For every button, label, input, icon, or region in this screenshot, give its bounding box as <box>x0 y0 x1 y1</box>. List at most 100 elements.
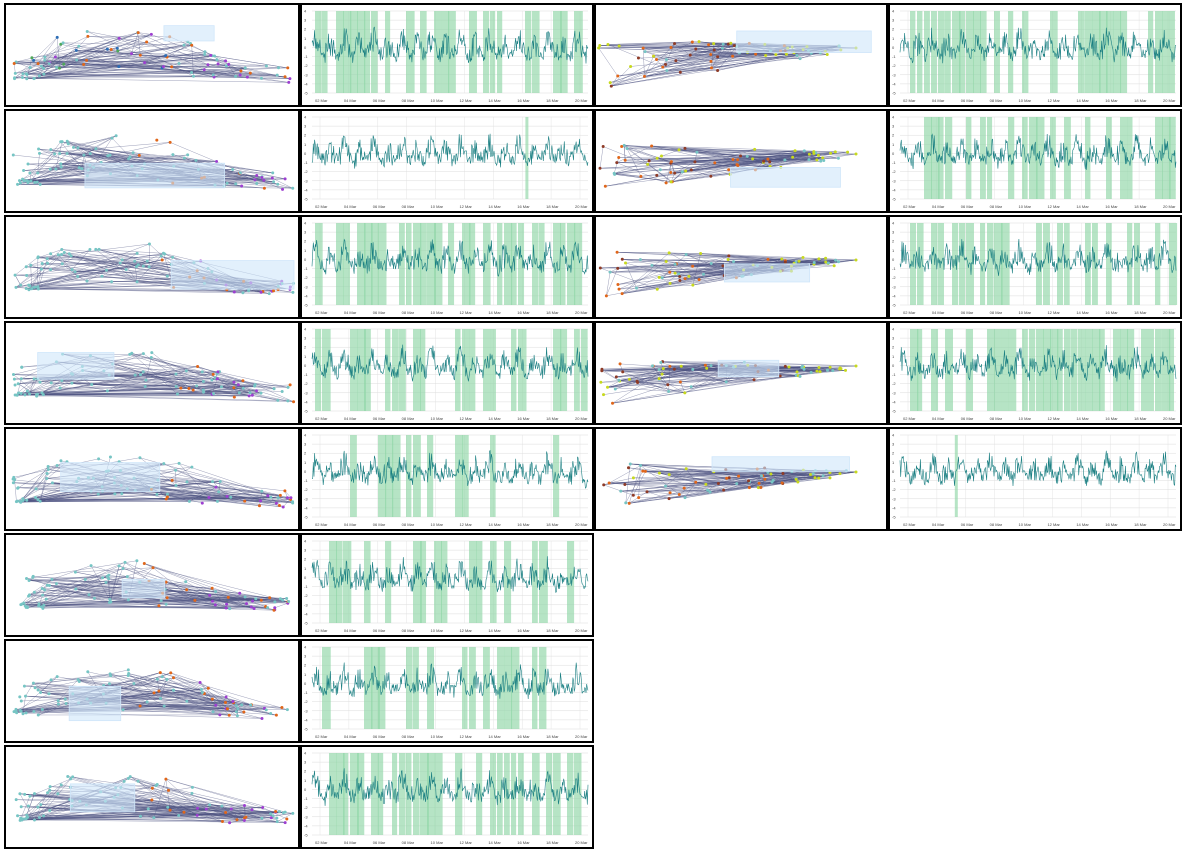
graph-node <box>608 270 612 274</box>
x-tick-label: 20 Mar <box>575 204 588 209</box>
graph-edge <box>20 491 219 503</box>
highlight-band <box>490 329 496 411</box>
graph-node <box>701 272 705 276</box>
graph-edge <box>61 249 162 257</box>
graph-edge <box>86 270 107 282</box>
graph-node <box>678 278 682 282</box>
graph-node <box>121 708 125 712</box>
highlight-band <box>469 329 476 411</box>
graph-node <box>664 484 668 488</box>
graph-node <box>731 158 735 162</box>
graph-node <box>283 489 287 493</box>
graph-edge <box>614 174 673 183</box>
graph-node <box>85 58 89 62</box>
graph-edge <box>686 254 857 261</box>
timeseries-panel: 4 3 2 1 0 -1 -2 -3 -4 -5 02 Mar 04 Mar 06 Mar 08 Mar 1… <box>300 533 594 637</box>
graph-node <box>25 389 29 393</box>
network-graph <box>12 25 292 84</box>
graph-node <box>211 480 215 484</box>
y-tick-label: 0 <box>304 257 307 262</box>
graph-node <box>37 147 41 151</box>
y-tick-label: -3 <box>892 178 896 183</box>
graph-node <box>661 65 665 69</box>
timeseries-panel: 4 3 2 1 0 -1 -2 -3 -4 -5 02 Mar 04 Mar 06 Mar 08 Mar 1… <box>888 109 1182 213</box>
graph-node <box>24 711 28 715</box>
highlight-band <box>954 435 958 517</box>
graph-node <box>185 699 189 703</box>
graph-node <box>145 700 149 704</box>
graph-node <box>190 43 194 47</box>
graph-edge <box>644 54 828 77</box>
graph-node <box>227 713 231 717</box>
graph-edge <box>137 781 179 816</box>
graph-edge <box>20 562 126 605</box>
y-tick-label: -3 <box>304 284 308 289</box>
graph-node <box>655 156 659 160</box>
graph-edge <box>76 59 267 67</box>
x-tick-label: 02 Mar <box>903 522 916 527</box>
graph-edge <box>34 59 217 79</box>
highlight-band <box>413 329 421 411</box>
graph-node <box>33 818 37 822</box>
highlight-band <box>532 753 540 835</box>
graph-node <box>250 808 254 812</box>
x-tick-label: 06 Mar <box>373 734 386 739</box>
graph-node <box>712 42 716 46</box>
highlight-band <box>357 329 366 411</box>
graph-node <box>110 136 114 140</box>
graph-edge <box>119 38 290 79</box>
x-tick-label: 16 Mar <box>1105 310 1118 315</box>
x-tick-label: 20 Mar <box>1163 416 1176 421</box>
graph-node <box>125 575 129 579</box>
y-tick-label: -2 <box>892 381 896 386</box>
graph-edge <box>34 784 62 821</box>
x-tick-label: 12 Mar <box>1047 310 1060 315</box>
graph-node <box>60 248 64 252</box>
graph-node <box>28 392 32 396</box>
graph-node <box>683 277 687 281</box>
x-tick-label: 02 Mar <box>315 204 328 209</box>
x-tick-label: 16 Mar <box>1105 522 1118 527</box>
y-tick-label: -1 <box>892 478 896 483</box>
graph-edge <box>152 567 283 601</box>
graph-node <box>166 805 170 809</box>
highlight-band <box>329 753 337 835</box>
highlight-band <box>966 11 974 93</box>
graph-node <box>213 54 217 58</box>
y-tick-label: 3 <box>892 18 895 23</box>
graph-edge <box>37 153 40 173</box>
graph-node <box>59 42 63 46</box>
network-graph <box>598 143 858 188</box>
graph-node <box>108 455 112 459</box>
graph-edge <box>37 158 129 174</box>
highlight-band <box>378 223 387 305</box>
graph-panel <box>4 745 300 849</box>
graph-node <box>691 264 695 268</box>
graph-node <box>616 283 620 287</box>
graph-edge <box>26 73 248 78</box>
graph-node <box>599 380 603 384</box>
graph-edge <box>611 49 841 87</box>
graph-edge <box>128 778 238 820</box>
graph-node <box>677 272 681 276</box>
graph-edge <box>232 169 286 180</box>
graph-edge <box>33 675 129 684</box>
graph-node <box>759 485 763 489</box>
graph-node <box>824 260 828 264</box>
x-tick-label: 20 Mar <box>1163 310 1176 315</box>
graph-node <box>40 587 44 591</box>
highlight-band <box>322 647 331 729</box>
graph-node <box>39 64 43 68</box>
graph-node <box>12 377 16 381</box>
graph-edge <box>39 43 191 77</box>
graph-node <box>225 602 229 606</box>
graph-node <box>613 387 617 391</box>
y-tick-label: 1 <box>304 142 307 147</box>
highlight-band <box>476 753 483 835</box>
graph-edge <box>26 260 148 289</box>
graph-node <box>37 816 41 820</box>
x-tick-label: 16 Mar <box>517 522 530 527</box>
graph-edge <box>33 682 50 695</box>
